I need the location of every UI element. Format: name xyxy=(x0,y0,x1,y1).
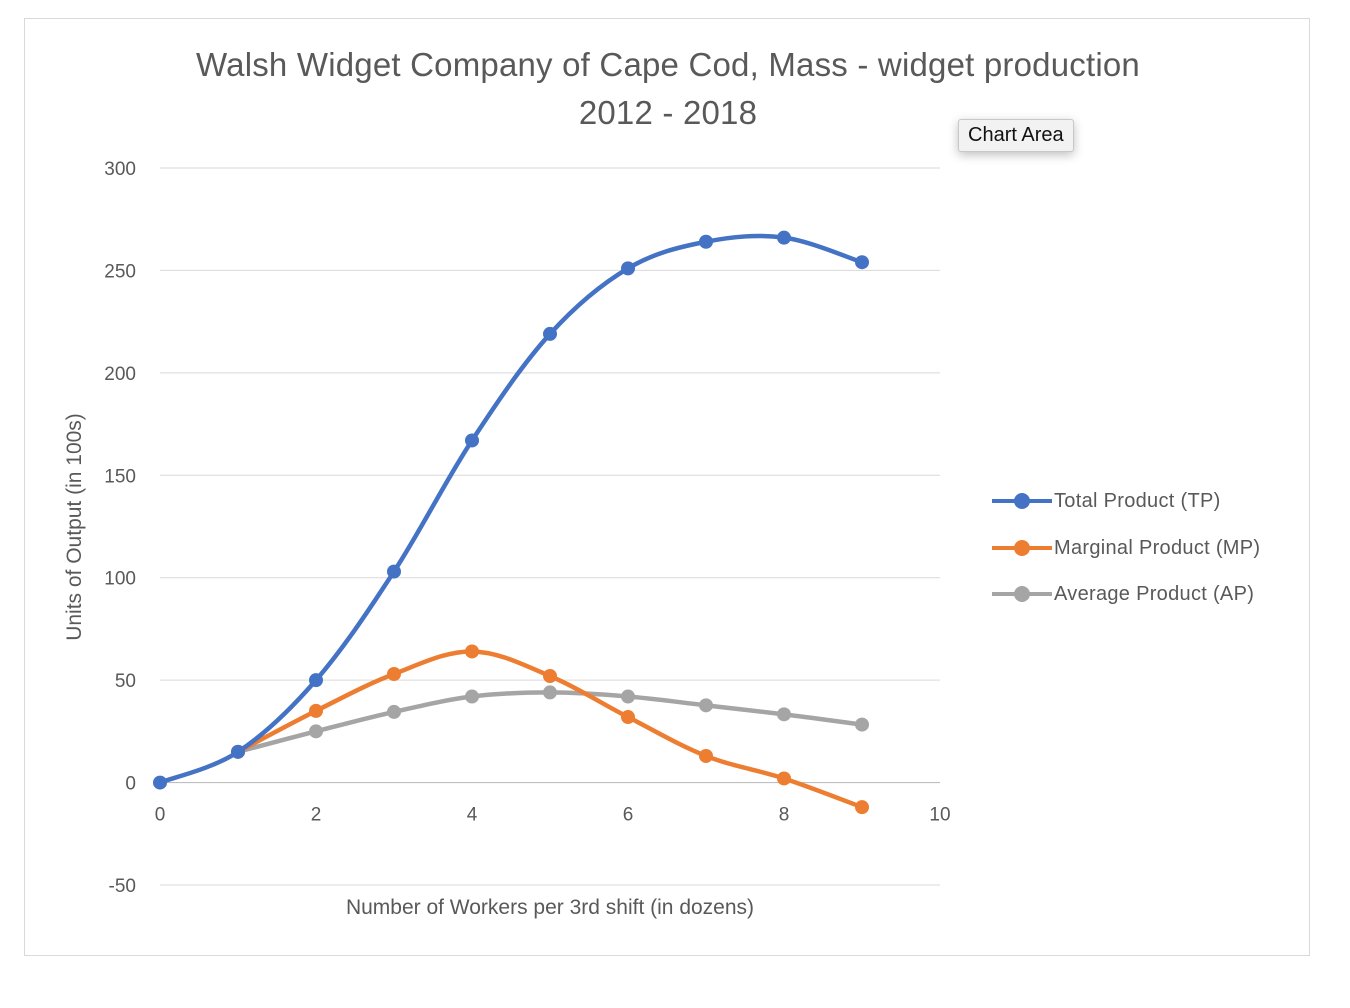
data-point-mp-9 xyxy=(855,800,869,815)
y-tick-label-0: 0 xyxy=(125,774,136,795)
data-point-tp-2 xyxy=(309,673,323,688)
y-axis-title: Units of Output (in 100s) xyxy=(63,413,86,641)
legend-label-ap: Average Product (AP) xyxy=(1054,582,1255,605)
data-point-tp-6 xyxy=(621,261,635,276)
legend-item-ap[interactable]: Average Product (AP) xyxy=(992,579,1254,609)
x-tick-label-4: 4 xyxy=(467,805,478,826)
legend-marker-mp xyxy=(992,533,1052,563)
data-point-mp-4 xyxy=(465,644,479,659)
data-point-tp-9 xyxy=(855,255,869,270)
legend-marker-ap xyxy=(992,579,1052,609)
y-tick-label--50: -50 xyxy=(109,876,136,897)
chart-title-line-1: Walsh Widget Company of Cape Cod, Mass -… xyxy=(196,46,1140,83)
data-point-ap-2 xyxy=(309,724,323,739)
data-point-mp-3 xyxy=(387,666,401,681)
data-point-ap-7 xyxy=(699,698,713,713)
data-point-ap-8 xyxy=(777,707,791,722)
x-axis-title: Number of Workers per 3rd shift (in doze… xyxy=(345,896,755,919)
data-point-tp-7 xyxy=(699,234,713,249)
data-point-ap-6 xyxy=(621,689,635,704)
x-tick-label-6: 6 xyxy=(623,805,634,826)
chart-area-tooltip: Chart Area xyxy=(958,119,1074,152)
legend-dot-tp xyxy=(1014,493,1030,509)
data-point-mp-7 xyxy=(699,748,713,763)
data-point-ap-3 xyxy=(387,704,401,719)
legend-marker-tp xyxy=(992,486,1052,516)
y-tick-label-300: 300 xyxy=(104,159,136,180)
y-tick-label-50: 50 xyxy=(115,671,136,692)
data-point-ap-4 xyxy=(465,689,479,704)
legend-item-mp[interactable]: Marginal Product (MP) xyxy=(992,533,1260,563)
data-point-tp-1 xyxy=(231,744,245,759)
data-point-mp-5 xyxy=(543,669,557,684)
legend-dot-ap xyxy=(1014,586,1030,602)
y-tick-label-200: 200 xyxy=(104,364,136,385)
data-point-mp-2 xyxy=(309,703,323,718)
legend-item-tp[interactable]: Total Product (TP) xyxy=(992,486,1221,516)
data-point-ap-9 xyxy=(855,717,869,732)
data-point-tp-8 xyxy=(777,230,791,245)
legend-label-tp: Total Product (TP) xyxy=(1054,489,1221,512)
data-point-ap-5 xyxy=(543,685,557,700)
series-line-tp xyxy=(157,233,865,785)
data-point-tp-3 xyxy=(387,564,401,579)
data-point-tp-4 xyxy=(465,433,479,448)
chart-area[interactable] xyxy=(24,18,1310,956)
data-point-tp-0 xyxy=(153,775,167,790)
x-tick-label-2: 2 xyxy=(311,805,322,826)
y-tick-label-150: 150 xyxy=(104,466,136,487)
data-point-tp-5 xyxy=(543,326,557,341)
legend-dot-mp xyxy=(1014,540,1030,556)
data-point-mp-6 xyxy=(621,710,635,725)
x-tick-label-10: 10 xyxy=(929,805,950,826)
x-tick-label-8: 8 xyxy=(779,805,790,826)
legend-label-mp: Marginal Product (MP) xyxy=(1054,536,1261,559)
x-tick-label-0: 0 xyxy=(155,805,166,826)
y-tick-label-250: 250 xyxy=(104,261,136,282)
chart-title-line-2: 2012 - 2018 xyxy=(578,94,758,131)
y-tick-label-100: 100 xyxy=(104,569,136,590)
data-point-mp-8 xyxy=(777,771,791,786)
